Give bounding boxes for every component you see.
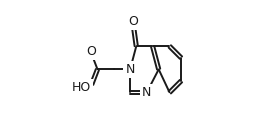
Text: HO: HO bbox=[72, 81, 92, 94]
Text: N: N bbox=[142, 86, 151, 99]
Text: O: O bbox=[86, 45, 96, 58]
Text: O: O bbox=[128, 15, 138, 28]
Text: N: N bbox=[125, 63, 135, 76]
